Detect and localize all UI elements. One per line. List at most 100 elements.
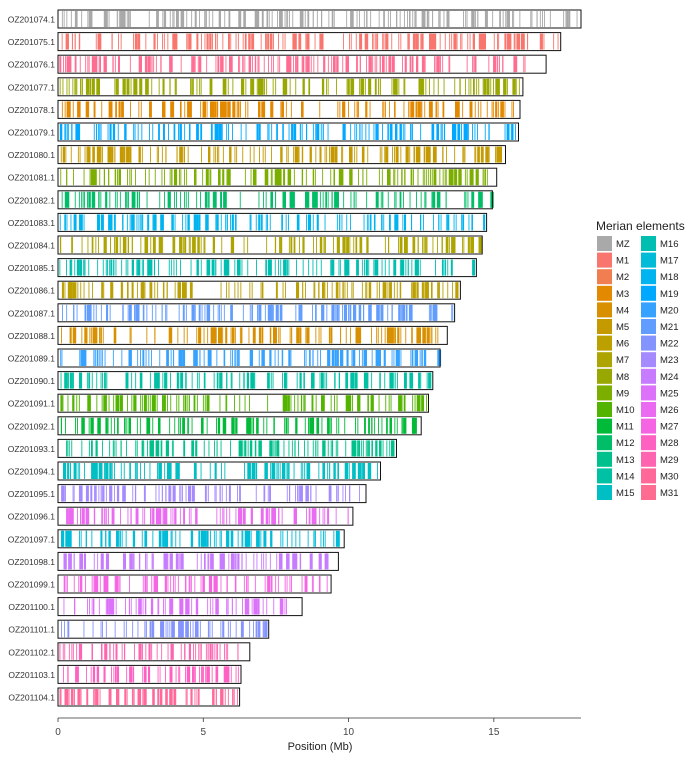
gene-stripe (413, 146, 415, 163)
gene-stripe (87, 395, 91, 412)
gene-stripe (87, 304, 89, 321)
gene-stripe (190, 259, 192, 276)
gene-stripe (165, 146, 167, 163)
gene-stripe (312, 124, 314, 140)
gene-stripe (283, 78, 284, 95)
gene-stripe (271, 11, 273, 27)
gene-stripe (166, 282, 168, 299)
gene-stripe (114, 237, 115, 253)
gene-stripe (211, 78, 212, 95)
legend-label: M23 (660, 355, 678, 366)
gene-stripe (116, 191, 118, 208)
gene-stripe (416, 191, 417, 208)
gene-stripe (115, 237, 118, 253)
gene-stripe (423, 78, 425, 95)
gene-stripe (366, 259, 368, 276)
gene-stripe (387, 11, 389, 27)
legend-label: M16 (660, 239, 678, 250)
gene-stripe (141, 440, 144, 457)
gene-stripe (72, 372, 74, 389)
gene-stripe (338, 304, 340, 321)
gene-stripe (135, 463, 137, 479)
gene-stripe (466, 56, 468, 73)
gene-stripe (104, 372, 105, 389)
gene-stripe (515, 33, 517, 50)
gene-stripe (293, 237, 295, 253)
gene-stripe (64, 485, 66, 502)
gene-stripe (215, 56, 217, 73)
gene-stripe (174, 417, 176, 434)
gene-stripe (204, 485, 206, 502)
gene-stripe (435, 33, 437, 50)
gene-stripe (95, 440, 98, 457)
gene-stripe (182, 598, 184, 615)
gene-stripe (296, 282, 300, 299)
gene-stripe (262, 598, 264, 615)
gene-stripe (308, 417, 310, 434)
gene-stripe (265, 530, 267, 547)
gene-stripe (167, 643, 169, 660)
gene-stripe (194, 11, 197, 27)
gene-stripe (173, 350, 175, 366)
gene-stripe (85, 304, 87, 321)
gene-stripe (149, 372, 151, 389)
gene-stripe (130, 598, 132, 615)
gene-stripe (148, 350, 150, 366)
gene-stripe (129, 553, 133, 570)
gene-stripe (92, 666, 95, 683)
gene-stripe (64, 282, 66, 299)
gene-stripe (210, 101, 211, 118)
gene-stripe (394, 101, 395, 118)
gene-stripe (91, 191, 96, 208)
gene-stripe (144, 576, 147, 592)
gene-stripe (149, 621, 151, 638)
gene-stripe (83, 214, 85, 231)
gene-stripe (432, 146, 434, 163)
gene-stripe (102, 440, 103, 457)
gene-stripe (172, 621, 175, 638)
gene-stripe (170, 395, 172, 412)
gene-stripe (79, 463, 81, 479)
gene-stripe (379, 78, 381, 95)
gene-stripe (295, 304, 297, 321)
gene-stripe (414, 395, 416, 412)
gene-stripe (423, 146, 426, 163)
gene-stripe (328, 417, 329, 434)
gene-stripe (336, 304, 339, 321)
gene-stripe (404, 11, 405, 27)
legend-key (597, 402, 612, 417)
gene-stripe (268, 259, 272, 276)
gene-stripe (345, 485, 346, 502)
gene-stripe (220, 191, 222, 208)
gene-stripe (412, 237, 416, 253)
gene-stripe (288, 463, 290, 479)
gene-stripe (107, 598, 109, 615)
gene-stripe (156, 146, 158, 163)
gene-stripe (84, 463, 85, 479)
gene-stripe (178, 350, 181, 366)
gene-stripe (155, 485, 157, 502)
gene-stripe (320, 146, 322, 163)
gene-stripe (251, 282, 253, 299)
gene-stripe (513, 101, 514, 118)
gene-stripe (64, 191, 69, 208)
gene-stripe (138, 553, 140, 570)
gene-stripe (189, 124, 191, 140)
gene-stripe (295, 485, 296, 502)
gene-stripe (61, 485, 64, 502)
gene-stripe (110, 463, 112, 479)
gene-stripe (370, 214, 371, 231)
gene-stripe (422, 169, 424, 186)
gene-stripe (264, 78, 265, 95)
gene-stripe (134, 643, 135, 660)
gene-stripe (281, 101, 284, 118)
gene-stripe (201, 417, 204, 434)
gene-stripe (313, 372, 315, 389)
legend-key (597, 269, 612, 285)
gene-stripe (67, 666, 69, 683)
gene-stripe (88, 282, 90, 299)
gene-stripe (378, 350, 380, 366)
gene-stripe (69, 259, 71, 276)
gene-stripe (478, 33, 483, 50)
gene-stripe (67, 621, 69, 638)
